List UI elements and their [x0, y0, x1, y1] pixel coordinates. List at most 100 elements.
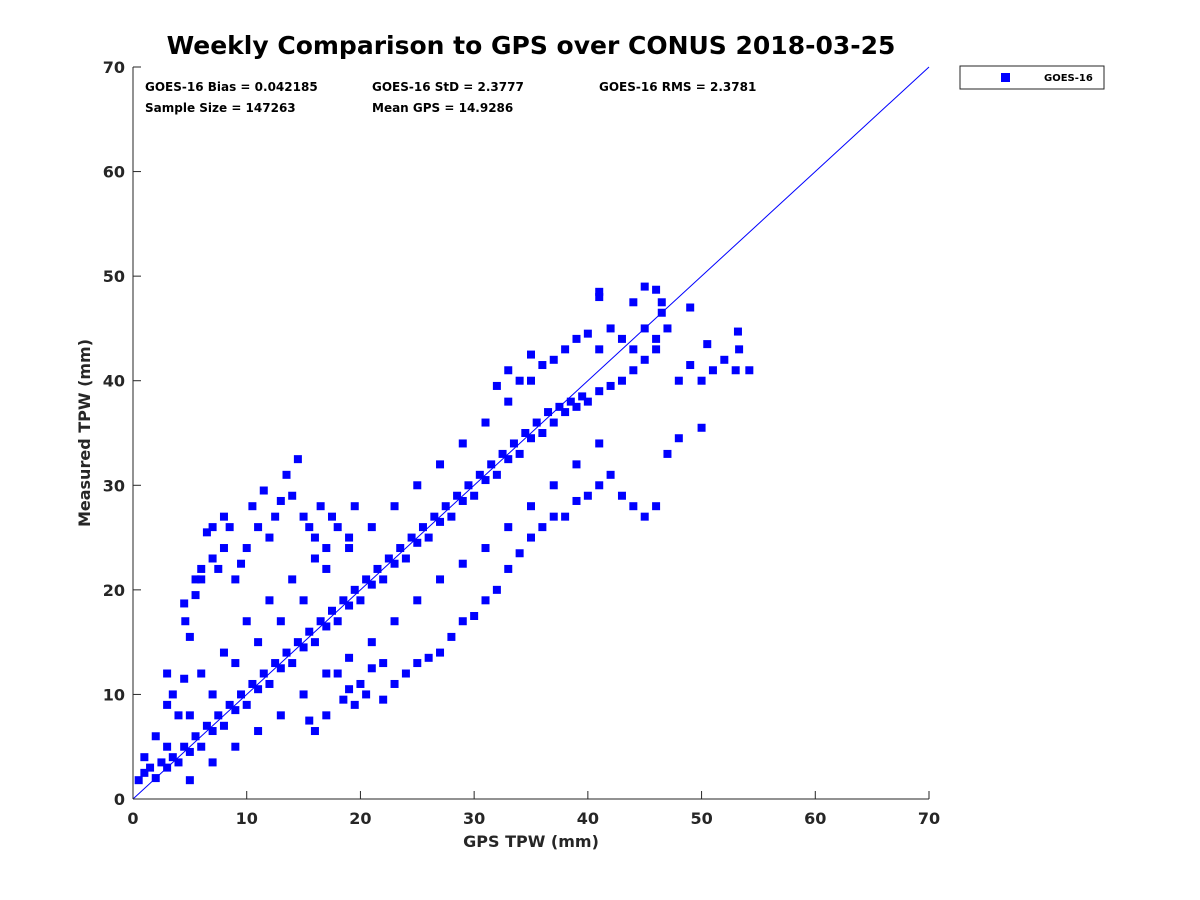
scatter-point	[390, 559, 399, 568]
scatter-point	[390, 502, 399, 511]
scatter-point	[140, 753, 149, 762]
scatter-point	[652, 502, 661, 511]
scatter-point	[265, 596, 274, 605]
scatter-point	[436, 575, 445, 584]
scatter-point	[345, 685, 354, 694]
x-tick-label: 10	[236, 809, 258, 828]
scatter-point	[134, 776, 143, 785]
scatter-point	[265, 533, 274, 542]
x-tick-label: 0	[127, 809, 138, 828]
y-tick-label: 60	[103, 163, 125, 182]
scatter-point	[276, 496, 285, 505]
stat-mean-gps: Mean GPS = 14.9286	[372, 101, 513, 115]
scatter-point	[242, 544, 251, 553]
scatter-point	[276, 711, 285, 720]
scatter-point	[498, 449, 507, 458]
scatter-point	[492, 585, 501, 594]
scatter-point	[413, 481, 422, 490]
scatter-point	[305, 523, 314, 532]
scatter-point	[185, 747, 194, 756]
scatter-point	[202, 721, 211, 730]
scatter-point	[333, 669, 342, 678]
scatter-point	[231, 575, 240, 584]
scatter-point	[345, 653, 354, 662]
scatter-point	[663, 324, 672, 333]
scatter-point	[322, 622, 331, 631]
scatter-point	[595, 439, 604, 448]
scatter-point	[733, 327, 742, 336]
scatter-point	[527, 434, 535, 443]
scatter-point	[487, 460, 496, 469]
scatter-point	[458, 617, 467, 626]
scatter-point	[401, 669, 410, 678]
scatter-point	[515, 549, 524, 558]
one-to-one-reference-line	[132, 66, 930, 800]
scatter-point	[197, 669, 206, 678]
scatter-point	[163, 700, 172, 709]
scatter-point	[583, 329, 592, 338]
scatter-point	[219, 512, 228, 521]
scatter-point	[583, 491, 592, 500]
scatter-point	[168, 753, 177, 762]
stat-rms: GOES-16 RMS = 2.3781	[599, 80, 756, 94]
stat-std: GOES-16 StD = 2.3777	[372, 80, 524, 94]
scatter-point	[367, 664, 376, 673]
scatter-point	[310, 533, 319, 542]
scatter-point	[367, 580, 376, 589]
scatter-point	[288, 575, 297, 584]
scatter-point	[350, 502, 359, 511]
stat-sample-size: Sample Size = 147263	[145, 101, 296, 115]
x-tick-label: 20	[349, 809, 371, 828]
scatter-point	[225, 523, 234, 532]
scatter-point	[322, 544, 331, 553]
scatter-point	[197, 742, 206, 751]
scatter-point	[504, 564, 513, 573]
scatter-points	[134, 282, 754, 785]
legend-label-goes16: GOES-16	[1044, 73, 1093, 84]
scatter-point	[191, 591, 200, 600]
scatter-point	[282, 648, 291, 657]
scatter-point	[237, 690, 246, 699]
scatter-point	[259, 486, 268, 495]
scatter-point	[396, 544, 405, 553]
chart-title: Weekly Comparison to GPS over CONUS 2018…	[167, 31, 896, 60]
scatter-point	[214, 711, 223, 720]
scatter-point	[458, 496, 467, 505]
scatter-point	[367, 638, 376, 647]
scatter-point	[373, 564, 382, 573]
scatter-point	[745, 366, 754, 375]
scatter-point	[544, 408, 553, 417]
y-tick-label: 10	[103, 685, 125, 704]
scatter-point	[686, 303, 695, 312]
scatter-point	[271, 512, 280, 521]
scatter-point	[617, 334, 626, 343]
scatter-point	[629, 366, 638, 375]
scatter-point	[333, 523, 342, 532]
scatter-point	[316, 502, 325, 511]
scatter-point	[299, 596, 308, 605]
scatter-point	[527, 376, 535, 385]
scatter-point	[185, 711, 194, 720]
y-tick-label: 30	[103, 476, 125, 495]
scatter-point	[293, 638, 302, 647]
scatter-point	[492, 381, 501, 390]
y-tick-label: 50	[103, 267, 125, 286]
scatter-point	[572, 460, 581, 469]
scatter-point	[424, 533, 433, 542]
scatter-point	[208, 554, 217, 563]
scatter-point	[282, 470, 291, 479]
scatter-point	[191, 732, 200, 741]
scatter-point	[180, 599, 189, 608]
scatter-point	[202, 528, 211, 537]
scatter-point	[657, 298, 666, 307]
scatter-point	[640, 282, 649, 291]
scatter-point	[328, 512, 336, 521]
scatter-point	[481, 596, 490, 605]
scatter-point	[362, 575, 371, 584]
scatter-point	[384, 554, 393, 563]
scatter-point	[185, 776, 194, 785]
axis-ticks: 0 10 20 30 40 50 60 70 0 10 20 30 40 50 60 70	[103, 58, 940, 828]
y-tick-label: 20	[103, 581, 125, 600]
scatter-point	[208, 727, 217, 736]
